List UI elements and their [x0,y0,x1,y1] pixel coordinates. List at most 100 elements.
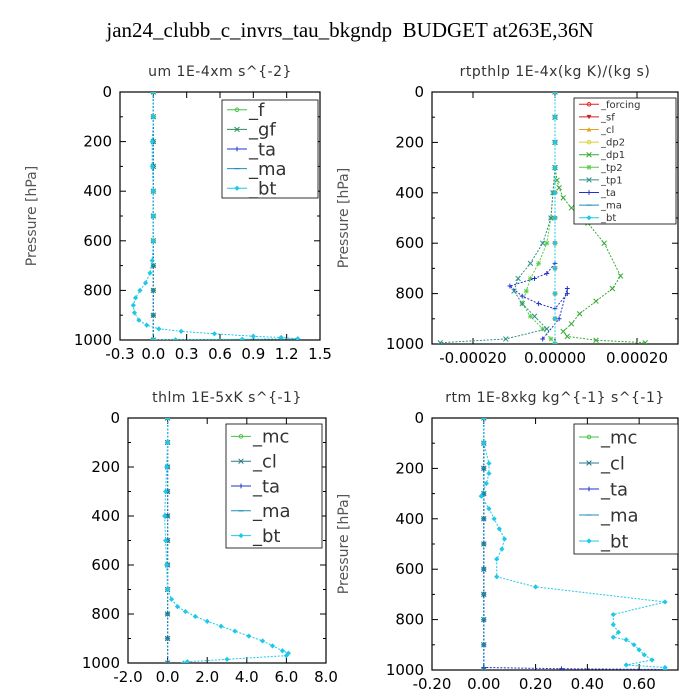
y-tick-label: 600 [395,560,424,578]
legend-label: _bt [252,526,280,547]
data-point [564,333,571,340]
data-point [149,163,155,169]
y-tick-label: 0 [414,83,424,101]
data-point [623,662,629,668]
data-point [642,339,648,344]
legend-label: _f [248,100,265,121]
data-point [527,260,534,267]
legend-marker [586,434,592,440]
x-tick-label: 1.2 [275,345,299,363]
x-tick-label: 0.60 [622,675,655,693]
data-point [246,633,252,639]
data-point [532,276,537,281]
data-point [150,92,157,95]
chart-panel-1: um 1E-4xm s^{-2} Pressure [hPa] 0 200 400 600… [24,64,332,363]
chart-title: rtpthlp 1E-4x(kg K)/(kg s) [460,64,651,80]
data-point [564,291,570,296]
data-point [559,666,564,670]
y-tick-label: 800 [91,605,120,623]
x-tick-label: 0.00 [467,675,500,693]
legend-label: _dp1 [600,150,625,161]
data-point [501,536,508,542]
legend-label: _bt [600,213,616,224]
legend-marker [234,126,240,133]
data-point [168,596,175,602]
data-point [163,488,169,495]
data-point [548,215,554,221]
data-point [519,293,525,299]
data-point [544,240,550,246]
data-point [150,337,156,340]
data-point [260,638,266,644]
data-point [164,562,170,568]
x-tick-label: 8.0 [314,668,338,686]
series-layer [130,92,301,340]
data-point [269,643,276,649]
data-point [486,506,492,512]
legend-label: _cl [252,452,277,473]
x-tick-label: 0.00000 [524,349,586,367]
y-axis-label: Pressure [hPa] [336,494,352,594]
y-tick-label: 400 [83,182,112,200]
y-tick-label: 400 [91,507,120,525]
y-tick-label: 1000 [82,654,120,672]
x-tick-label: 6.0 [274,668,298,686]
data-point [136,317,142,323]
legend-marker [586,164,592,170]
data-point [165,586,171,593]
x-tick-label: 0.9 [241,345,265,363]
data-point [211,331,218,337]
legend-label: _ta [600,479,628,500]
data-point [560,195,566,201]
legend-label: _tp1 [600,175,623,186]
legend-label: _gf [248,120,276,141]
data-point [540,336,546,342]
data-point [531,313,538,320]
data-point [150,213,156,219]
data-point [532,584,539,590]
data-point [552,165,558,171]
data-point [552,190,558,196]
x-tick-label: 0.20 [519,675,552,693]
legend-marker [586,139,592,145]
data-point [156,326,162,332]
x-tick-label: -0.00020 [439,349,506,367]
data-point [568,321,575,327]
data-point [295,336,301,340]
data-point [150,114,156,120]
y-tick-label: 1000 [386,335,424,353]
data-point [610,634,616,640]
data-point [150,92,156,95]
data-point [528,313,533,319]
x-tick-label: -2.0 [113,668,142,686]
legend-label: _ma [600,201,622,212]
y-tick-label: 1000 [386,661,424,679]
legend-marker [238,434,244,439]
legend-label: _forcing [600,100,641,111]
data-point [162,513,168,519]
data-point [150,188,156,194]
legend-label: _tp2 [600,163,623,174]
legend-label: _ma [252,501,291,522]
legend-marker [586,190,592,195]
chart-panel-4: rtm 1E-8xkg kg^{-1} s^{-1} Pressure [hPa]… [336,390,679,693]
data-point [279,648,286,654]
legend-marker [586,215,592,221]
data-point [536,260,541,266]
data-point [552,316,558,322]
data-point [486,470,492,477]
data-point [278,334,284,340]
data-point [568,205,575,211]
legend-label: _ta [600,188,616,199]
y-tick-label: 200 [395,459,424,477]
legend-label: _ma [600,505,639,526]
x-tick-label: 4.0 [235,668,259,686]
series-layer [437,92,648,344]
legend-marker [238,483,244,489]
legend-marker [238,533,244,539]
data-point [662,666,668,670]
y-tick-label: 200 [395,133,424,151]
x-tick-label: 0.6 [208,345,232,363]
page-title: jan24_clubb_c_invrs_tau_bkgndp BUDGET at… [106,18,594,42]
